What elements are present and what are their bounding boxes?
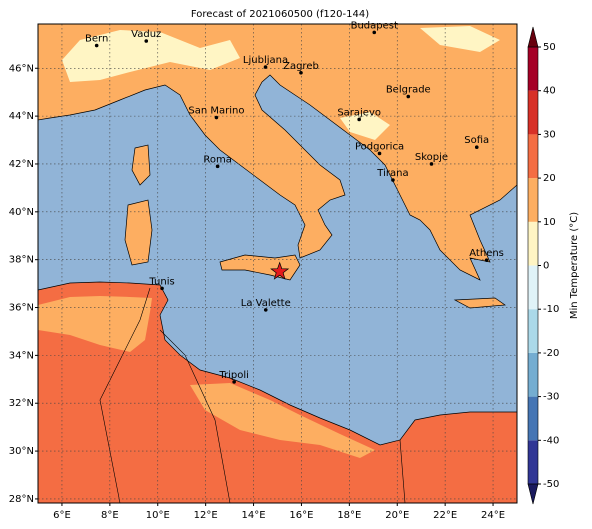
colorbar-tick-label: -30 bbox=[543, 392, 559, 403]
city-label: Podgorica bbox=[355, 141, 404, 152]
y-tick-label: 38°N bbox=[9, 255, 34, 266]
city-dot bbox=[391, 178, 395, 182]
city-label: Vaduz bbox=[131, 29, 161, 40]
city-dot bbox=[406, 94, 411, 99]
city-dot bbox=[94, 43, 99, 48]
city-dot bbox=[357, 117, 361, 122]
city-dot bbox=[160, 286, 164, 291]
land-africa-coast bbox=[38, 296, 152, 352]
city-dot bbox=[214, 115, 219, 120]
city-label: Sarajevo bbox=[337, 107, 381, 118]
cold-patch bbox=[340, 112, 390, 140]
cold-patch bbox=[62, 30, 240, 82]
x-tick-label: 6°E bbox=[53, 510, 71, 521]
colorbar-segment bbox=[528, 265, 538, 310]
y-tick-label: 42°N bbox=[9, 159, 34, 170]
colorbar-tick-label: 50 bbox=[543, 42, 556, 53]
city-label: Zagreb bbox=[283, 61, 319, 72]
land-crete bbox=[453, 297, 506, 309]
city-label: Ljubljana bbox=[243, 55, 288, 66]
city-dot bbox=[144, 39, 149, 43]
x-tick-label: 20°E bbox=[385, 510, 409, 521]
city-label: San Marino bbox=[188, 106, 244, 117]
land-africa-coast bbox=[190, 383, 375, 458]
y-tick-label: 34°N bbox=[9, 350, 34, 361]
chart-title: Forecast of 2021060500 (f120-144) bbox=[191, 9, 369, 20]
colorbar-tick-label: -50 bbox=[543, 479, 559, 490]
colorbar-segment bbox=[528, 134, 538, 179]
colorbar-tick-label: -10 bbox=[543, 304, 559, 315]
city-label: Belgrade bbox=[386, 84, 431, 95]
colorbar-tick-label: 0 bbox=[543, 261, 549, 272]
city-label: Tirana bbox=[376, 168, 408, 179]
city-label: La Valette bbox=[241, 298, 291, 309]
colorbar-segment bbox=[528, 90, 538, 135]
x-tick-label: 22°E bbox=[433, 510, 457, 521]
border bbox=[99, 287, 151, 504]
city-label: Roma bbox=[203, 154, 232, 165]
city-label: Bern bbox=[85, 34, 108, 45]
city-dot bbox=[263, 308, 268, 312]
y-tick-label: 30°N bbox=[9, 446, 34, 457]
city-dot bbox=[299, 71, 303, 75]
city-label: Athens bbox=[469, 248, 504, 259]
colorbar-tick-label: 30 bbox=[543, 129, 556, 140]
land-sardinia bbox=[124, 199, 153, 266]
border bbox=[159, 329, 231, 504]
y-tick-label: 36°N bbox=[9, 303, 34, 314]
y-tick-label: 44°N bbox=[9, 111, 34, 122]
city-dot bbox=[215, 164, 220, 169]
colorbar-tick-label: -40 bbox=[543, 435, 559, 446]
colorbar-segment bbox=[528, 47, 538, 91]
colorbar-tick-label: 20 bbox=[543, 173, 556, 184]
city-dot bbox=[263, 65, 268, 69]
colorbar-segment bbox=[528, 221, 538, 266]
marker-star bbox=[270, 261, 290, 280]
city-dot bbox=[484, 258, 489, 262]
x-tick-label: 14°E bbox=[242, 510, 266, 521]
colorbar-tick-label: -20 bbox=[543, 348, 559, 359]
city-label: Tunis bbox=[148, 276, 174, 287]
y-tick-label: 32°N bbox=[9, 398, 34, 409]
city-dot bbox=[429, 162, 434, 166]
border bbox=[399, 439, 406, 504]
city-dot bbox=[474, 145, 479, 150]
city-label: Sofia bbox=[464, 135, 489, 146]
x-tick-label: 10°E bbox=[146, 510, 170, 521]
y-tick-label: 40°N bbox=[9, 207, 34, 218]
colorbar-extension bbox=[527, 483, 539, 505]
colorbar-segment bbox=[528, 178, 538, 222]
city-label: Budapest bbox=[351, 20, 398, 31]
colorbar-segment bbox=[528, 440, 538, 484]
city-dot bbox=[232, 380, 236, 384]
x-tick-label: 16°E bbox=[289, 510, 313, 521]
cold-patch bbox=[420, 26, 500, 52]
x-tick-label: 8°E bbox=[101, 510, 119, 521]
city-dot bbox=[377, 151, 382, 156]
x-tick-label: 18°E bbox=[337, 510, 361, 521]
land-corsica bbox=[131, 144, 151, 186]
coastline bbox=[37, 281, 517, 446]
colorbar-segment bbox=[528, 352, 538, 397]
map-area bbox=[37, 23, 518, 504]
y-tick-label: 46°N bbox=[9, 63, 34, 74]
y-tick-label: 28°N bbox=[9, 494, 34, 505]
city-label: Tripoli bbox=[218, 370, 249, 381]
colorbar-extension bbox=[527, 26, 539, 48]
city-dot bbox=[372, 30, 377, 35]
colorbar-segment bbox=[528, 309, 538, 353]
x-tick-label: 24°E bbox=[481, 510, 505, 521]
colorbar-segment bbox=[528, 396, 538, 441]
x-tick-label: 12°E bbox=[194, 510, 218, 521]
colorbar-label: Min Temperature (°C) bbox=[569, 212, 580, 319]
city-label: Skopje bbox=[415, 152, 448, 163]
map-frame bbox=[37, 23, 518, 504]
colorbar-tick-label: 10 bbox=[543, 217, 556, 228]
colorbar-tick-label: 40 bbox=[543, 86, 556, 97]
